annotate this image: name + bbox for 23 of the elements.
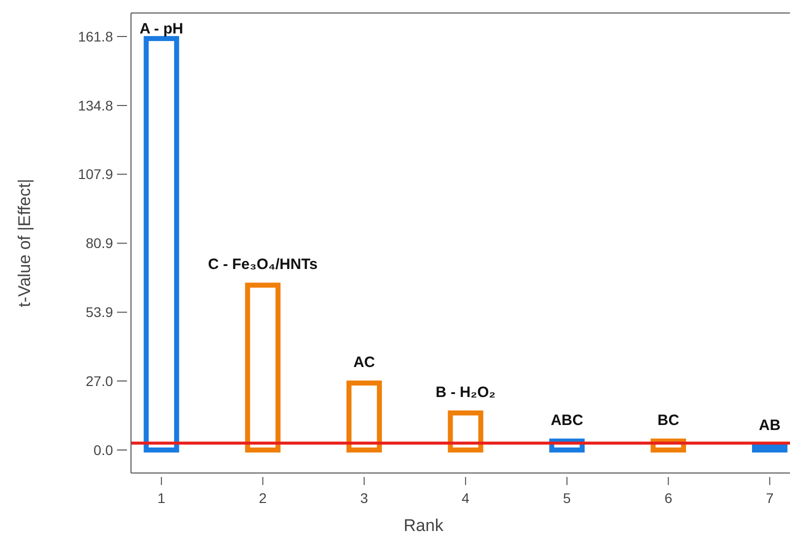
- annotation: AB: [758, 416, 781, 434]
- x-tick-label: 1: [158, 490, 166, 506]
- y-tick-label: 161.8: [78, 28, 114, 44]
- y-tick-label: 0.0: [94, 442, 114, 458]
- annotation: ABC: [550, 412, 584, 430]
- x-tick-label: 2: [258, 490, 267, 506]
- x-tick-label: 5: [563, 490, 572, 506]
- y-tick-label: 134.8: [78, 97, 114, 114]
- y-axis-title: t-Value of |Effect|: [15, 178, 34, 308]
- x-tick-label: 6: [664, 490, 672, 506]
- y-tick-label: 107.9: [78, 166, 114, 182]
- x-tick-label: 3: [360, 490, 368, 506]
- y-tick-label: 27.0: [86, 372, 114, 389]
- annotation: B - H₂O₂: [436, 384, 496, 401]
- x-tick-label: 7: [766, 490, 774, 506]
- x-tick-label: 4: [462, 490, 470, 506]
- x-axis-title: Rank: [404, 516, 444, 535]
- y-tick-label: 80.9: [86, 235, 114, 252]
- annotation: A - pH: [140, 20, 184, 38]
- annotation: BC: [658, 412, 680, 430]
- annotation: C - Fe₃O₄/HNTs: [208, 256, 318, 274]
- annotation: AC: [353, 354, 376, 372]
- y-tick-label: 53.9: [86, 304, 114, 320]
